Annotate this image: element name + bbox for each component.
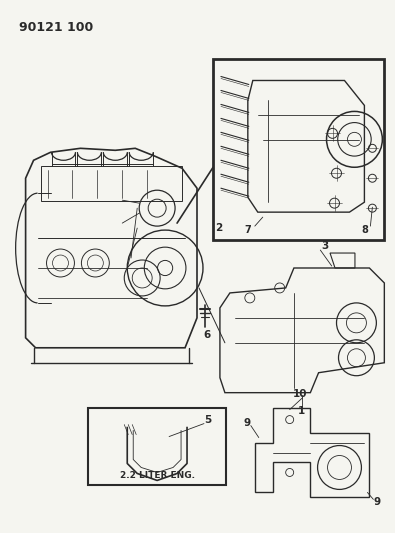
Text: 5: 5 <box>204 415 212 425</box>
Text: 3: 3 <box>322 241 329 251</box>
Text: 90121 100: 90121 100 <box>19 21 93 34</box>
Bar <box>88 408 226 486</box>
Text: 7: 7 <box>245 225 251 235</box>
Text: 10: 10 <box>292 389 307 399</box>
Text: 2: 2 <box>215 223 222 233</box>
Bar <box>213 59 384 240</box>
Text: 6: 6 <box>203 330 211 340</box>
Text: 1: 1 <box>298 406 305 416</box>
Bar <box>41 166 182 201</box>
Text: 9: 9 <box>243 417 250 427</box>
Text: 2.2 LITER ENG.: 2.2 LITER ENG. <box>120 471 195 480</box>
Text: 8: 8 <box>361 225 368 235</box>
Text: 9: 9 <box>374 497 381 507</box>
